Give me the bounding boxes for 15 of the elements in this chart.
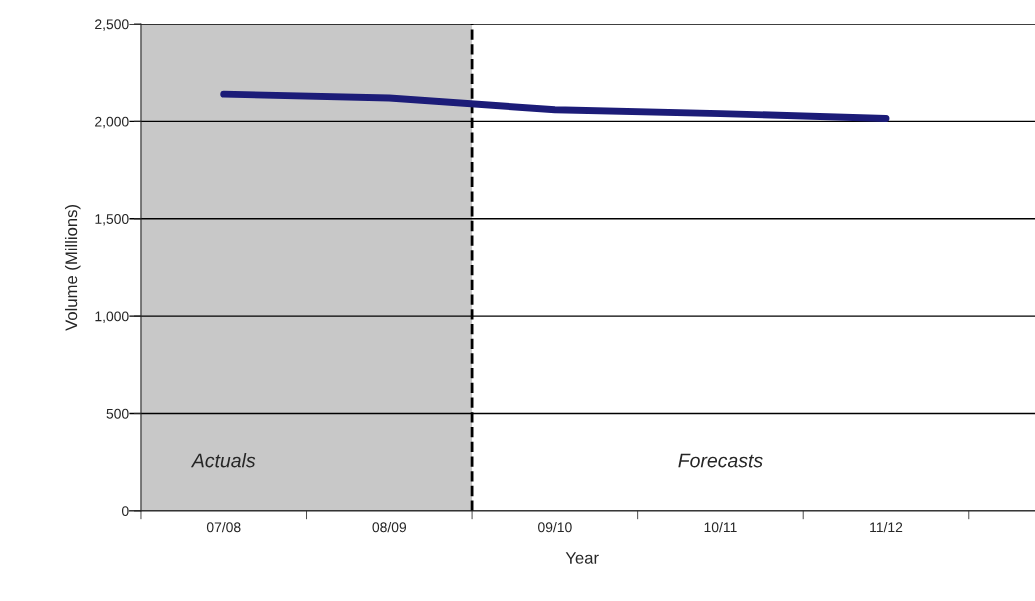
y-tick-label: 1,000 <box>95 311 129 323</box>
band-label: Actuals <box>190 453 256 468</box>
x-tick-label: 09/10 <box>538 521 572 533</box>
x-tick-label: 10/11 <box>704 521 737 533</box>
x-axis-title: Year <box>565 552 599 564</box>
x-tick-label: 11/12 <box>870 521 903 533</box>
y-tick-label: 2,500 <box>95 19 129 31</box>
y-tick-label: 0 <box>121 506 129 517</box>
y-tick-label: 500 <box>106 408 129 419</box>
x-tick-label: 07/08 <box>206 521 241 533</box>
y-tick-label: 1,500 <box>95 214 129 226</box>
x-tick-label: 08/09 <box>372 521 407 533</box>
y-tick-label: 2,000 <box>95 116 129 129</box>
y-axis-title: Volume (Millions) <box>64 205 81 331</box>
annotation: Forecasts <box>678 453 763 468</box>
